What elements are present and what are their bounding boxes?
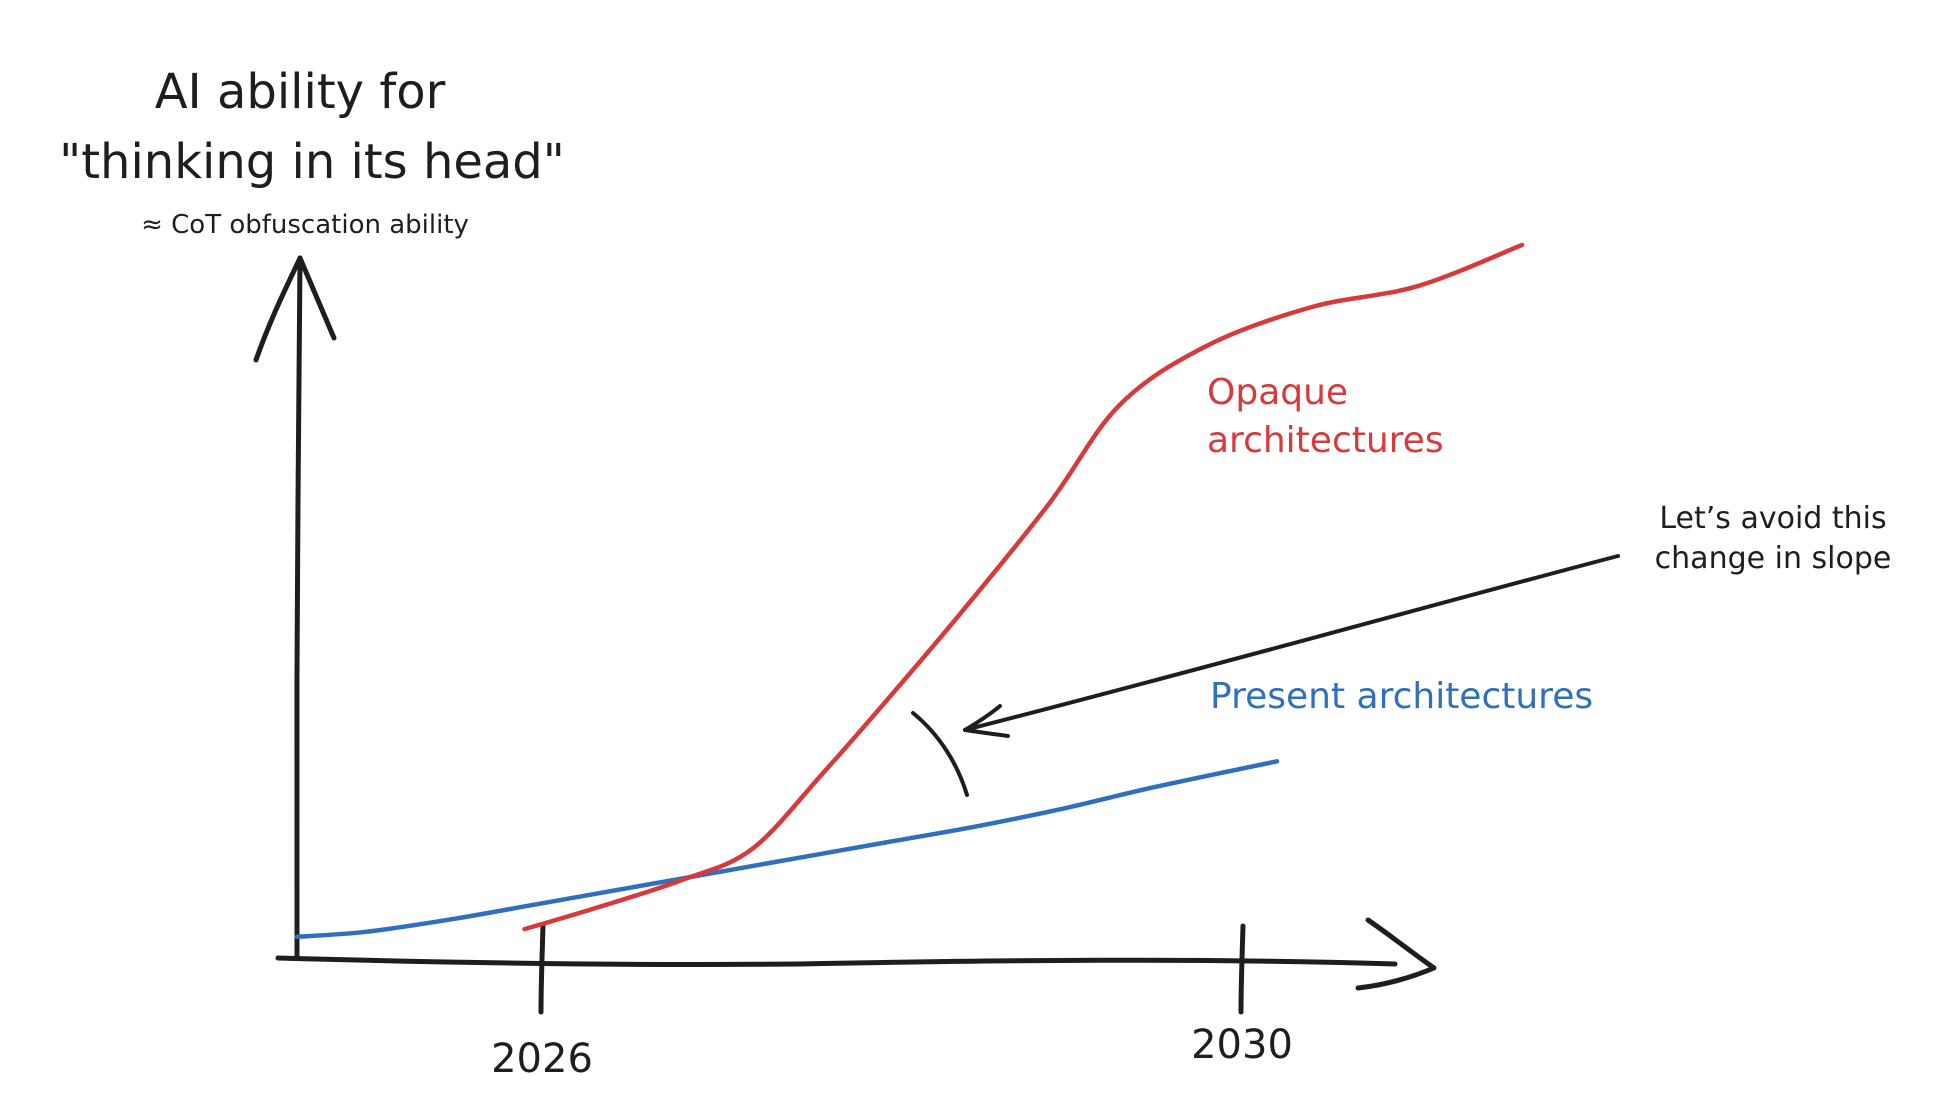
series-labels: Present architectures Opaque architectures <box>1207 372 1593 717</box>
chart-subtitle: ≈ CoT obfuscation ability <box>141 210 469 240</box>
series-label-opaque-architectures-line-1: Opaque <box>1207 372 1348 413</box>
annotation-arrow-line <box>963 554 1620 732</box>
annotation-line-1: Let’s avoid this <box>1659 501 1886 536</box>
x-tick-labels: 2026 2030 <box>491 1022 1293 1082</box>
x-tick-label-2030: 2030 <box>1191 1022 1293 1068</box>
series-line-present-architectures <box>294 759 1280 940</box>
x-tick-mark-2030 <box>1238 923 1246 1015</box>
x-tick-label-2026: 2026 <box>491 1036 593 1082</box>
series-label-present-architectures-line-1: Present architectures <box>1210 676 1593 717</box>
title-line-2: "thinking in its head" <box>59 134 565 190</box>
title-line-1: AI ability for <box>155 64 446 120</box>
series-line-opaque-architectures <box>522 242 1525 932</box>
annotation-line-2: change in slope <box>1655 541 1892 576</box>
chart-title: AI ability for "thinking in its head" ≈ … <box>59 64 565 240</box>
slope-annotation <box>911 554 1620 797</box>
x-tick-marks <box>538 923 1246 1015</box>
y-axis-arrowhead <box>253 255 337 363</box>
x-axis-line <box>275 955 1398 968</box>
x-axis-arrowhead <box>1355 917 1437 991</box>
axes <box>253 255 1437 991</box>
series-layer <box>294 242 1525 940</box>
x-tick-mark-2026 <box>538 923 546 1015</box>
slope-angle-arc <box>911 711 969 797</box>
y-axis-line <box>294 255 303 961</box>
annotation-arrowhead <box>963 704 1010 738</box>
series-label-opaque-architectures-line-2: architectures <box>1207 420 1444 461</box>
